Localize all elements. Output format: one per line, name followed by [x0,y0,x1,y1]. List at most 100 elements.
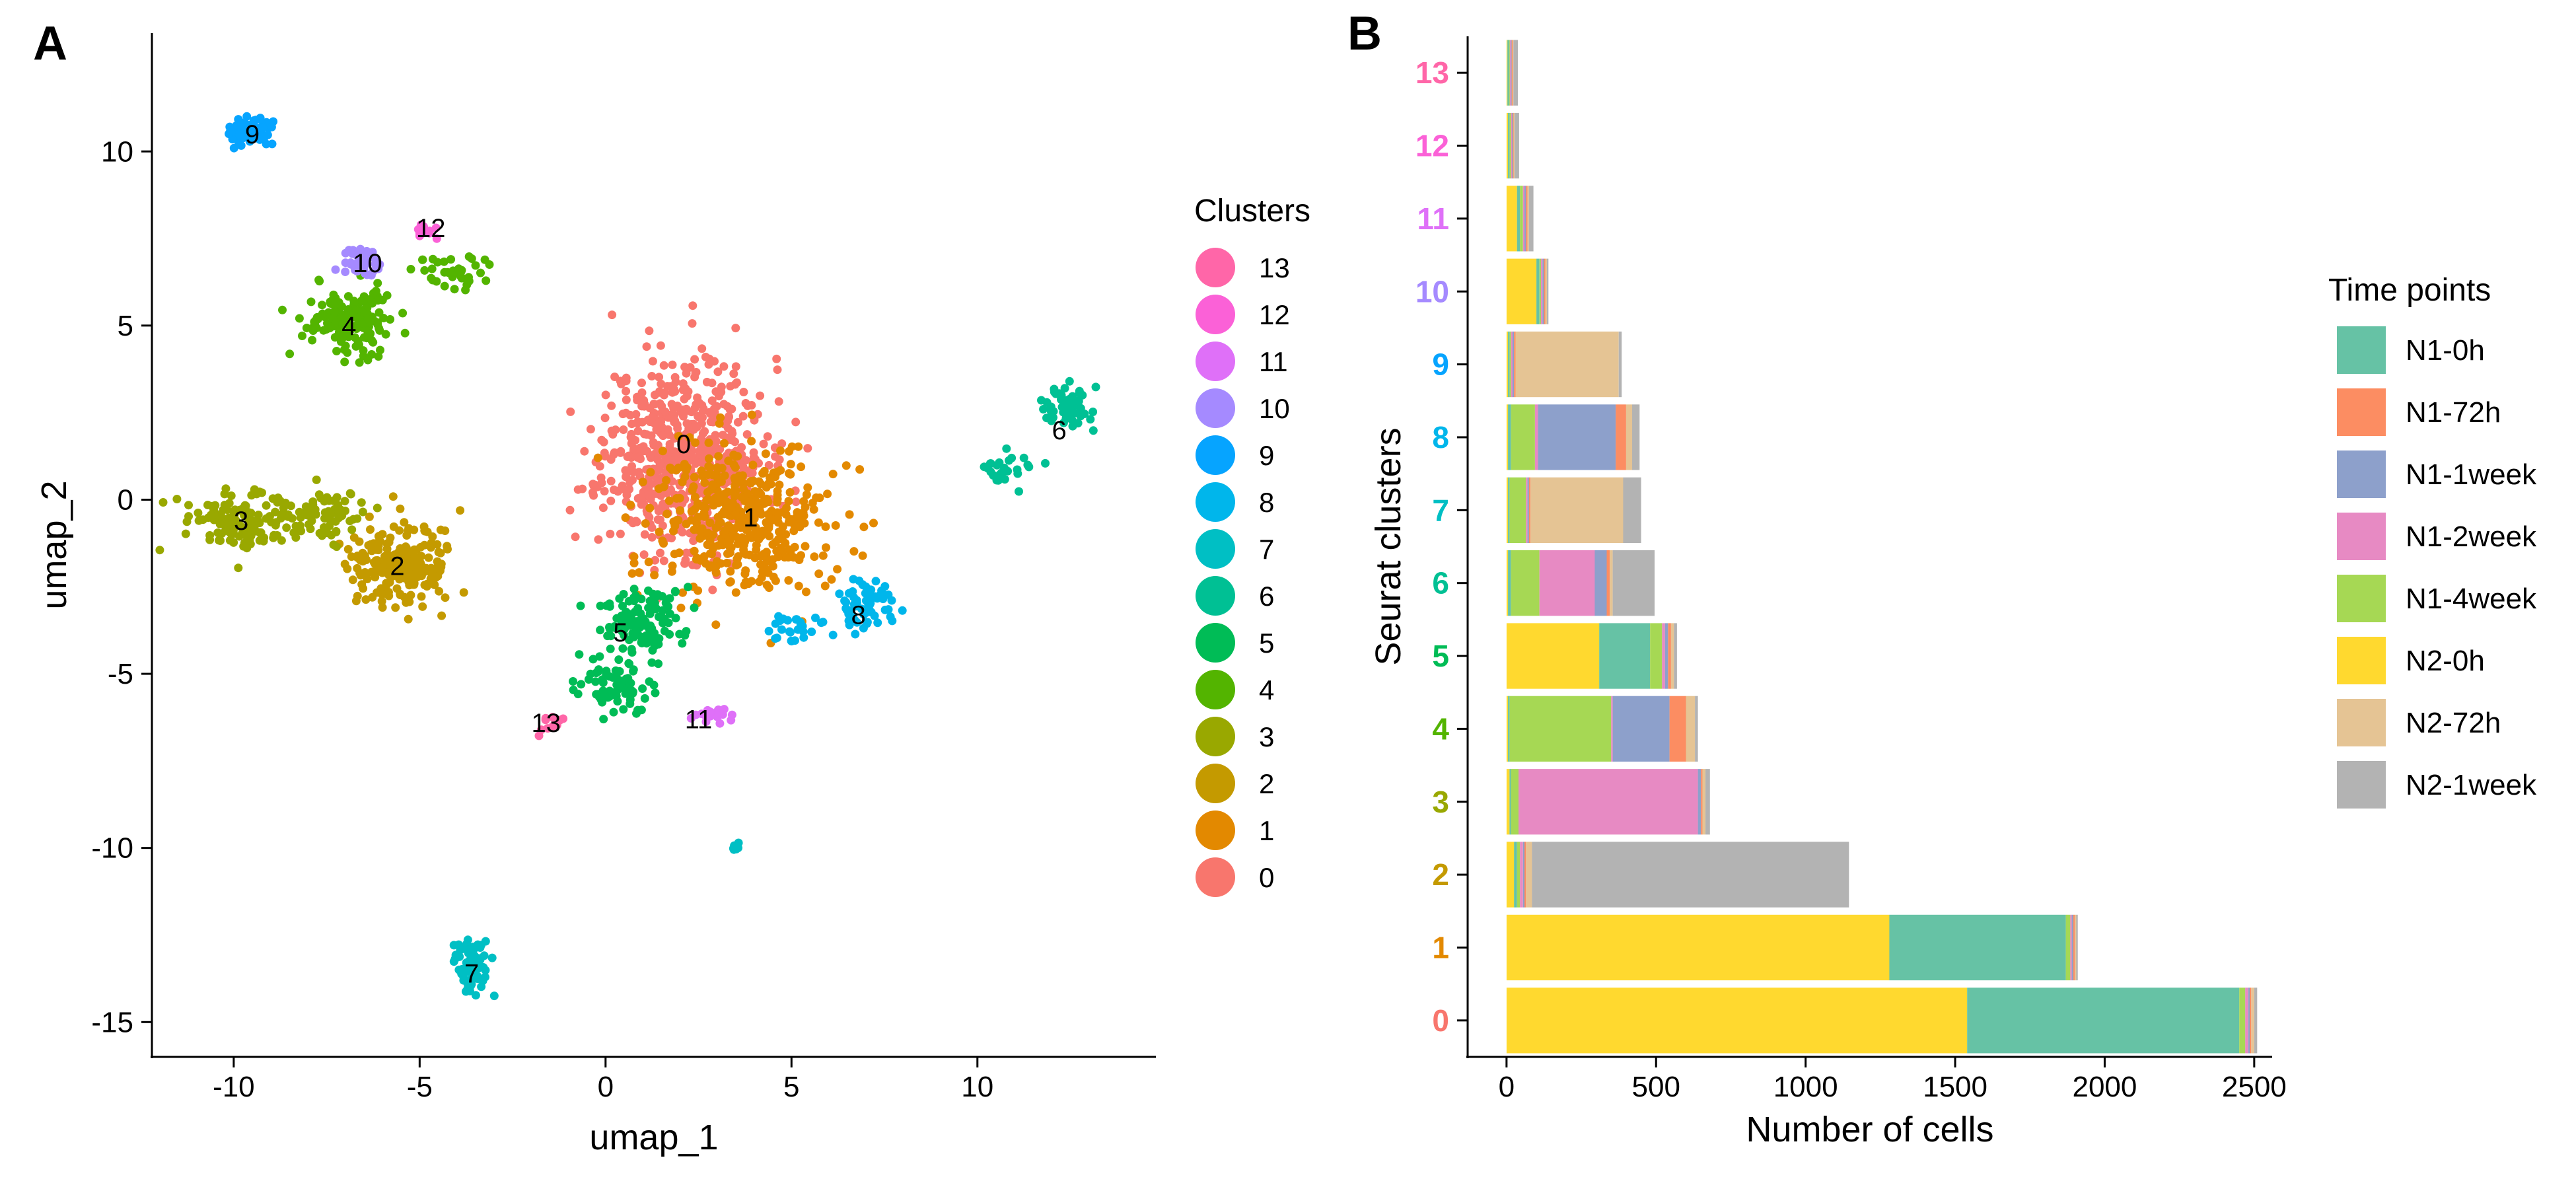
umap-point-cluster-1 [775,480,784,489]
bar-segment-N1-2week [2245,988,2248,1054]
umap-point-cluster-0 [642,342,651,351]
umap-point-cluster-8 [816,618,826,628]
cluster-label-8: 8 [851,600,866,630]
umap-point-cluster-0 [661,407,670,416]
umap-point-cluster-2 [348,575,357,585]
umap-point-cluster-0 [656,341,665,350]
umap-point-cluster-1 [713,474,723,484]
legend-label-N1-4week: N1-4week [2406,583,2537,615]
bar-segment-N1-72h [1668,623,1671,689]
umap-point-cluster-1 [793,508,802,517]
umap-point-cluster-13 [550,721,559,730]
umap-point-cluster-9 [241,133,250,141]
umap-point-cluster-5 [684,583,693,592]
legend-label-N1-0h: N1-0h [2406,334,2485,367]
umap-point-cluster-3 [357,498,366,507]
umap-point-cluster-3 [334,513,343,522]
umap-point-cluster-1 [818,551,828,560]
umap-point-cluster-1 [869,519,878,528]
bar-segment-N1-2week [1519,769,1698,835]
umap-point-cluster-4 [433,258,442,267]
umap-point-cluster-1 [733,560,742,569]
umap-point-cluster-4 [319,326,328,335]
bar-segment-N2-1week [1705,769,1710,835]
bar-segment-N1-2week [1662,623,1665,689]
bar-segment-N2-1week [1515,112,1519,179]
bar-segment-N2-1week [1632,404,1640,470]
umap-point-cluster-4 [295,314,304,323]
umap-point-cluster-8 [841,604,851,613]
umap-point-cluster-1 [672,515,682,524]
bar-segment-N1-4week [1539,258,1541,324]
umap-point-cluster-2 [427,541,437,550]
umap-point-cluster-1 [704,454,713,463]
bar-segment-N2-1week [1618,331,1622,398]
umap-point-cluster-1 [785,447,794,456]
umap-point-cluster-1 [621,513,630,522]
umap-point-cluster-4 [373,296,382,305]
umap-point-cluster-1 [730,491,739,501]
umap-point-cluster-3 [291,521,301,530]
bar-segment-N1-1week [1522,842,1525,908]
umap-point-cluster-0 [571,532,580,542]
umap-point-cluster-3 [340,497,349,506]
legend-key-cluster-2 [1196,764,1235,803]
umap-point-cluster-0 [759,439,768,449]
legend-key-cluster-6 [1196,576,1235,616]
umap-point-cluster-1 [814,569,824,579]
umap-point-cluster-2 [385,552,394,560]
umap-point-cluster-2 [437,611,447,620]
umap-point-cluster-0 [678,528,687,537]
umap-point-cluster-0 [633,396,642,405]
umap-point-cluster-3 [227,520,236,529]
umap-point-cluster-3 [269,533,278,542]
bar-segment-N1-0h [1508,404,1511,470]
x-axis-title: Number of cells [1746,1110,1993,1149]
umap-point-cluster-1 [745,550,754,559]
umap-point-cluster-9 [256,115,265,124]
cluster-label-1: 1 [743,503,758,532]
umap-point-cluster-10 [361,259,371,268]
umap-point-cluster-5 [630,621,639,630]
bar-stack-cluster-6 [1506,550,1655,616]
umap-point-cluster-1 [714,452,723,461]
umap-point-cluster-1 [763,530,772,539]
umap-point-cluster-1 [858,551,867,560]
umap-point-cluster-4 [445,269,454,277]
umap-point-cluster-0 [600,487,609,496]
umap-point-cluster-1 [781,538,790,548]
umap-point-cluster-1 [794,581,803,591]
bar-segment-N1-1week [1527,477,1529,543]
x-tick-label: 0 [1499,1071,1515,1103]
umap-point-cluster-3 [258,488,266,497]
umap-point-cluster-6 [1065,377,1074,386]
umap-point-cluster-1 [685,433,694,442]
bar-stack-cluster-13 [1506,40,1519,106]
umap-point-cluster-1 [747,410,756,419]
umap-point-cluster-3 [206,511,215,520]
umap-point-cluster-0 [687,451,696,460]
umap-point-cluster-2 [382,539,392,548]
umap-point-cluster-0 [600,452,610,461]
bar-segment-N1-1week [1698,769,1701,835]
umap-point-cluster-6 [1047,416,1056,425]
bar-segment-N1-1week [1612,696,1670,762]
umap-point-cluster-6 [1086,415,1095,424]
umap-points [155,112,1100,1001]
umap-point-cluster-4 [349,297,359,306]
bar-segment-N2-1week [1532,842,1849,908]
umap-point-cluster-1 [655,527,664,536]
umap-point-cluster-0 [771,452,780,461]
umap-point-cluster-12 [415,229,424,238]
umap-point-cluster-0 [647,532,657,542]
umap-point-cluster-5 [589,655,598,664]
umap-point-cluster-6 [1002,444,1011,453]
umap-point-cluster-1 [696,534,705,543]
bar-stack-cluster-11 [1506,186,1534,252]
legend-key-cluster-7 [1196,529,1235,569]
umap-point-cluster-3 [281,498,290,507]
umap-point-cluster-1 [658,536,667,546]
umap-point-cluster-10 [369,267,378,276]
umap-point-cluster-6 [992,476,1001,485]
umap-point-cluster-1 [690,546,699,556]
